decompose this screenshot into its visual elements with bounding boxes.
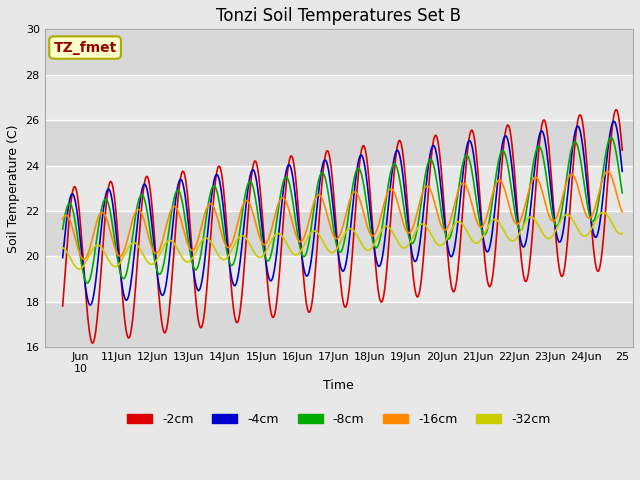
Bar bbox=[45, 75, 633, 120]
Y-axis label: Soil Temperature (C): Soil Temperature (C) bbox=[7, 124, 20, 252]
Bar bbox=[45, 120, 633, 166]
Bar bbox=[45, 302, 633, 348]
Bar bbox=[45, 256, 633, 302]
Bar bbox=[45, 166, 633, 211]
X-axis label: Time: Time bbox=[323, 379, 354, 392]
Text: TZ_fmet: TZ_fmet bbox=[53, 40, 116, 55]
Bar bbox=[45, 211, 633, 256]
Title: Tonzi Soil Temperatures Set B: Tonzi Soil Temperatures Set B bbox=[216, 7, 461, 25]
Legend: -2cm, -4cm, -8cm, -16cm, -32cm: -2cm, -4cm, -8cm, -16cm, -32cm bbox=[122, 408, 556, 431]
Bar bbox=[45, 29, 633, 75]
